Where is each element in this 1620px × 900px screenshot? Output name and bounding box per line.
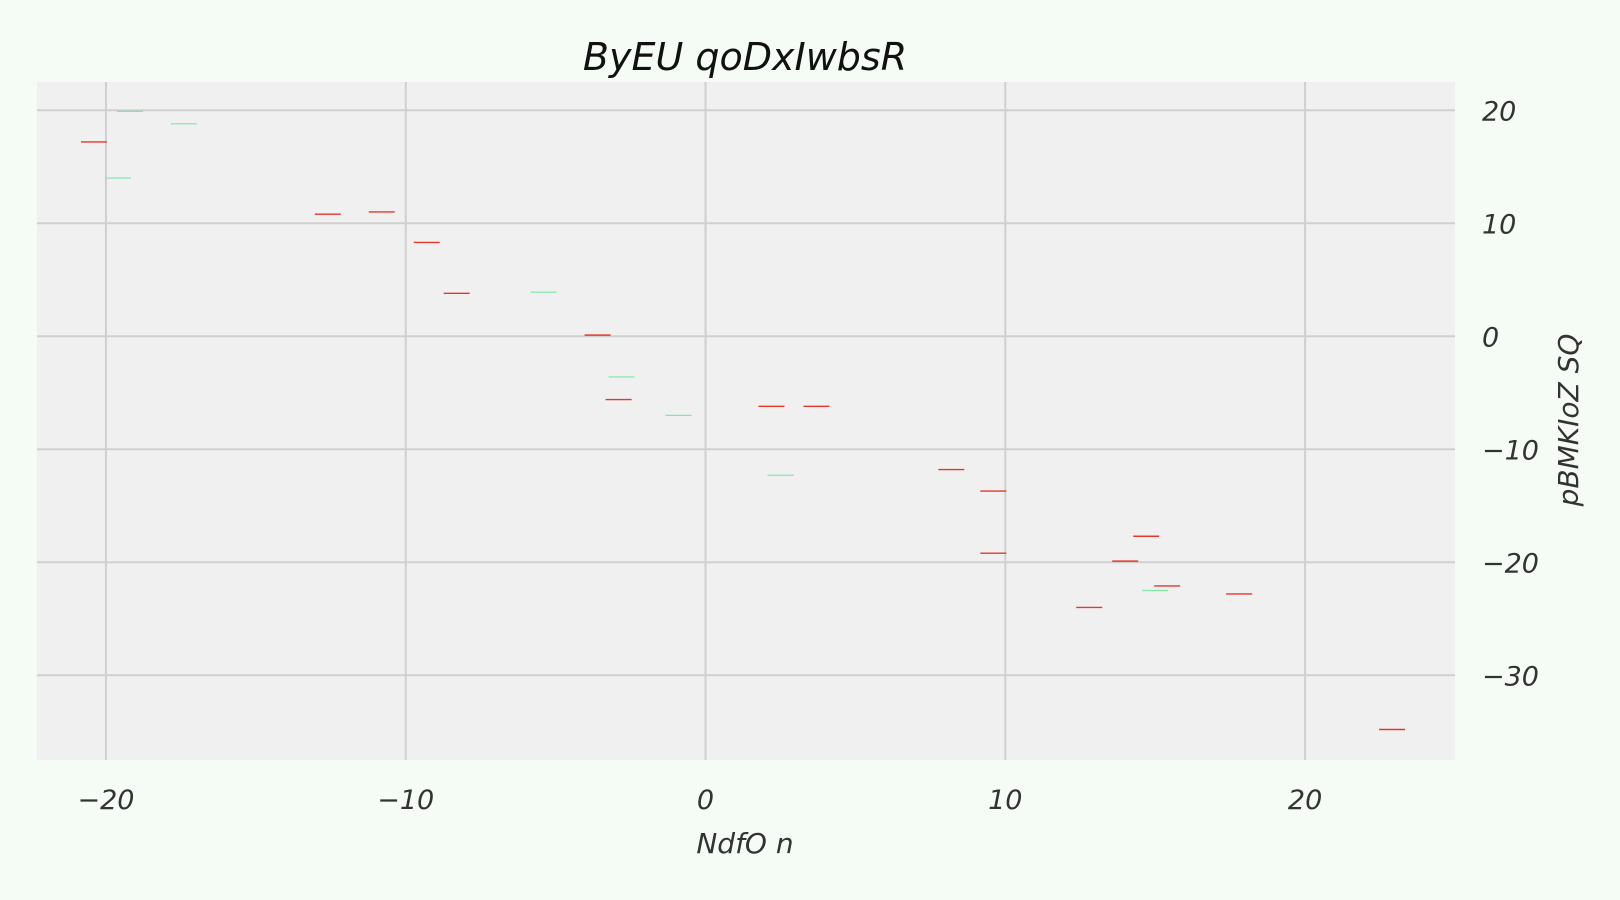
x-tick-label: 10 xyxy=(988,785,1022,816)
y-tick-label: 10 xyxy=(1482,209,1516,240)
x-tick-label: −20 xyxy=(77,785,134,816)
tick-labels: −20 −10 0 10 20 20 10 0 −10 −20 −30 xyxy=(77,96,1539,816)
y-tick-label: −20 xyxy=(1482,548,1539,579)
x-tick-label: 0 xyxy=(697,785,714,816)
y-axis-label: pBMKIoZ SQ xyxy=(1552,334,1585,508)
data-marks xyxy=(80,110,1406,731)
y-tick-label: −10 xyxy=(1482,435,1539,466)
x-axis-label: NdfO n xyxy=(696,827,793,860)
y-tick-label: 0 xyxy=(1482,322,1499,353)
grid-lines xyxy=(37,82,1455,760)
x-tick-label: 20 xyxy=(1288,785,1322,816)
x-tick-label: −10 xyxy=(377,785,434,816)
y-tick-label: 20 xyxy=(1482,96,1516,127)
y-tick-label: −30 xyxy=(1482,661,1539,692)
chart-title: ByEU qoDxIwbsR xyxy=(583,35,907,79)
plot-background xyxy=(37,82,1455,760)
